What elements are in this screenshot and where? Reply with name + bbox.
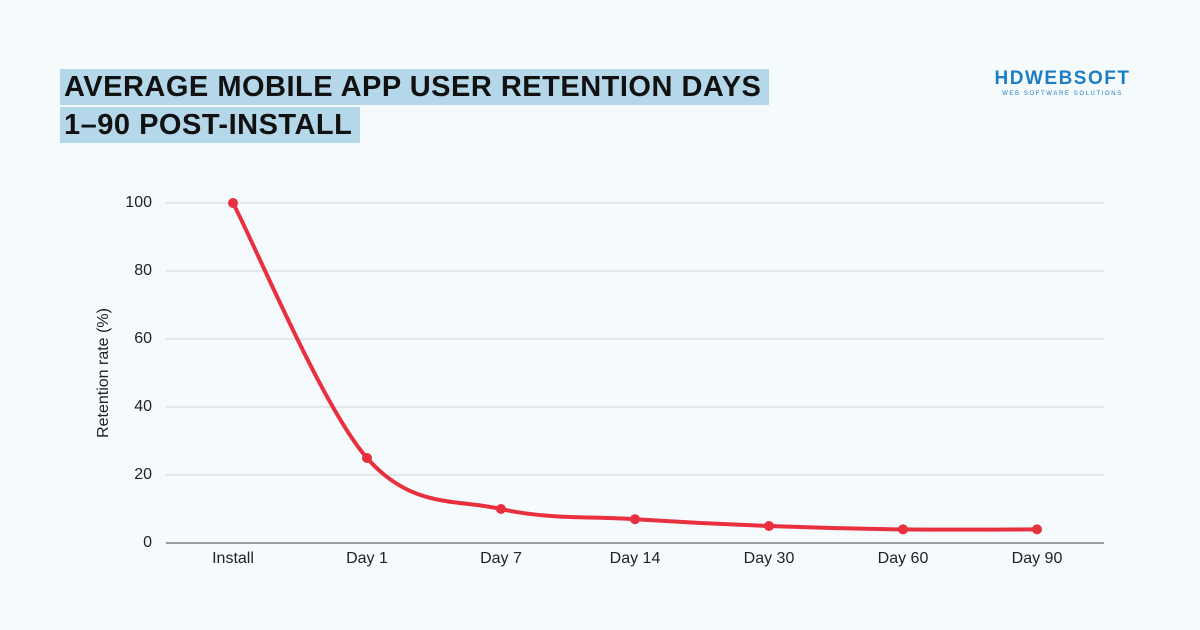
x-tick-label: Day 7	[480, 550, 522, 567]
y-tick-label: 0	[143, 534, 152, 551]
y-tick-label: 40	[134, 398, 152, 415]
point	[898, 524, 908, 535]
x-tick-label: Install	[212, 550, 254, 567]
logo-name: HDWEBSOFT	[994, 68, 1131, 89]
point	[630, 514, 640, 525]
y-axis-label: Retention rate (%)	[95, 308, 112, 438]
logo: HDWEBSOFT WEB SOFTWARE SOLUTIONS	[985, 68, 1140, 97]
y-tick-label: 100	[125, 194, 152, 211]
point	[1032, 524, 1042, 535]
point	[228, 198, 238, 208]
logo-tagline: WEB SOFTWARE SOLUTIONS	[1002, 91, 1123, 97]
point	[496, 504, 506, 514]
y-tick-label: 60	[134, 330, 152, 347]
point	[764, 521, 774, 531]
title-block: AVERAGE MOBILE APP USER RETENTION DAYS 1…	[60, 68, 800, 144]
point	[362, 453, 372, 463]
line	[231, 201, 1039, 532]
y-tick-label: 80	[134, 262, 152, 279]
x-tick-label: Day 30	[744, 550, 795, 567]
x-tick-label: Day 90	[1012, 550, 1063, 567]
x-tick-label: Day 60	[878, 550, 929, 567]
y-tick-label: 20	[134, 466, 152, 483]
chart-title: AVERAGE MOBILE APP USER RETENTION DAYS 1…	[60, 69, 770, 143]
x-tick-label: Day 1	[346, 550, 388, 567]
x-tick-label: Day 14	[610, 550, 661, 567]
